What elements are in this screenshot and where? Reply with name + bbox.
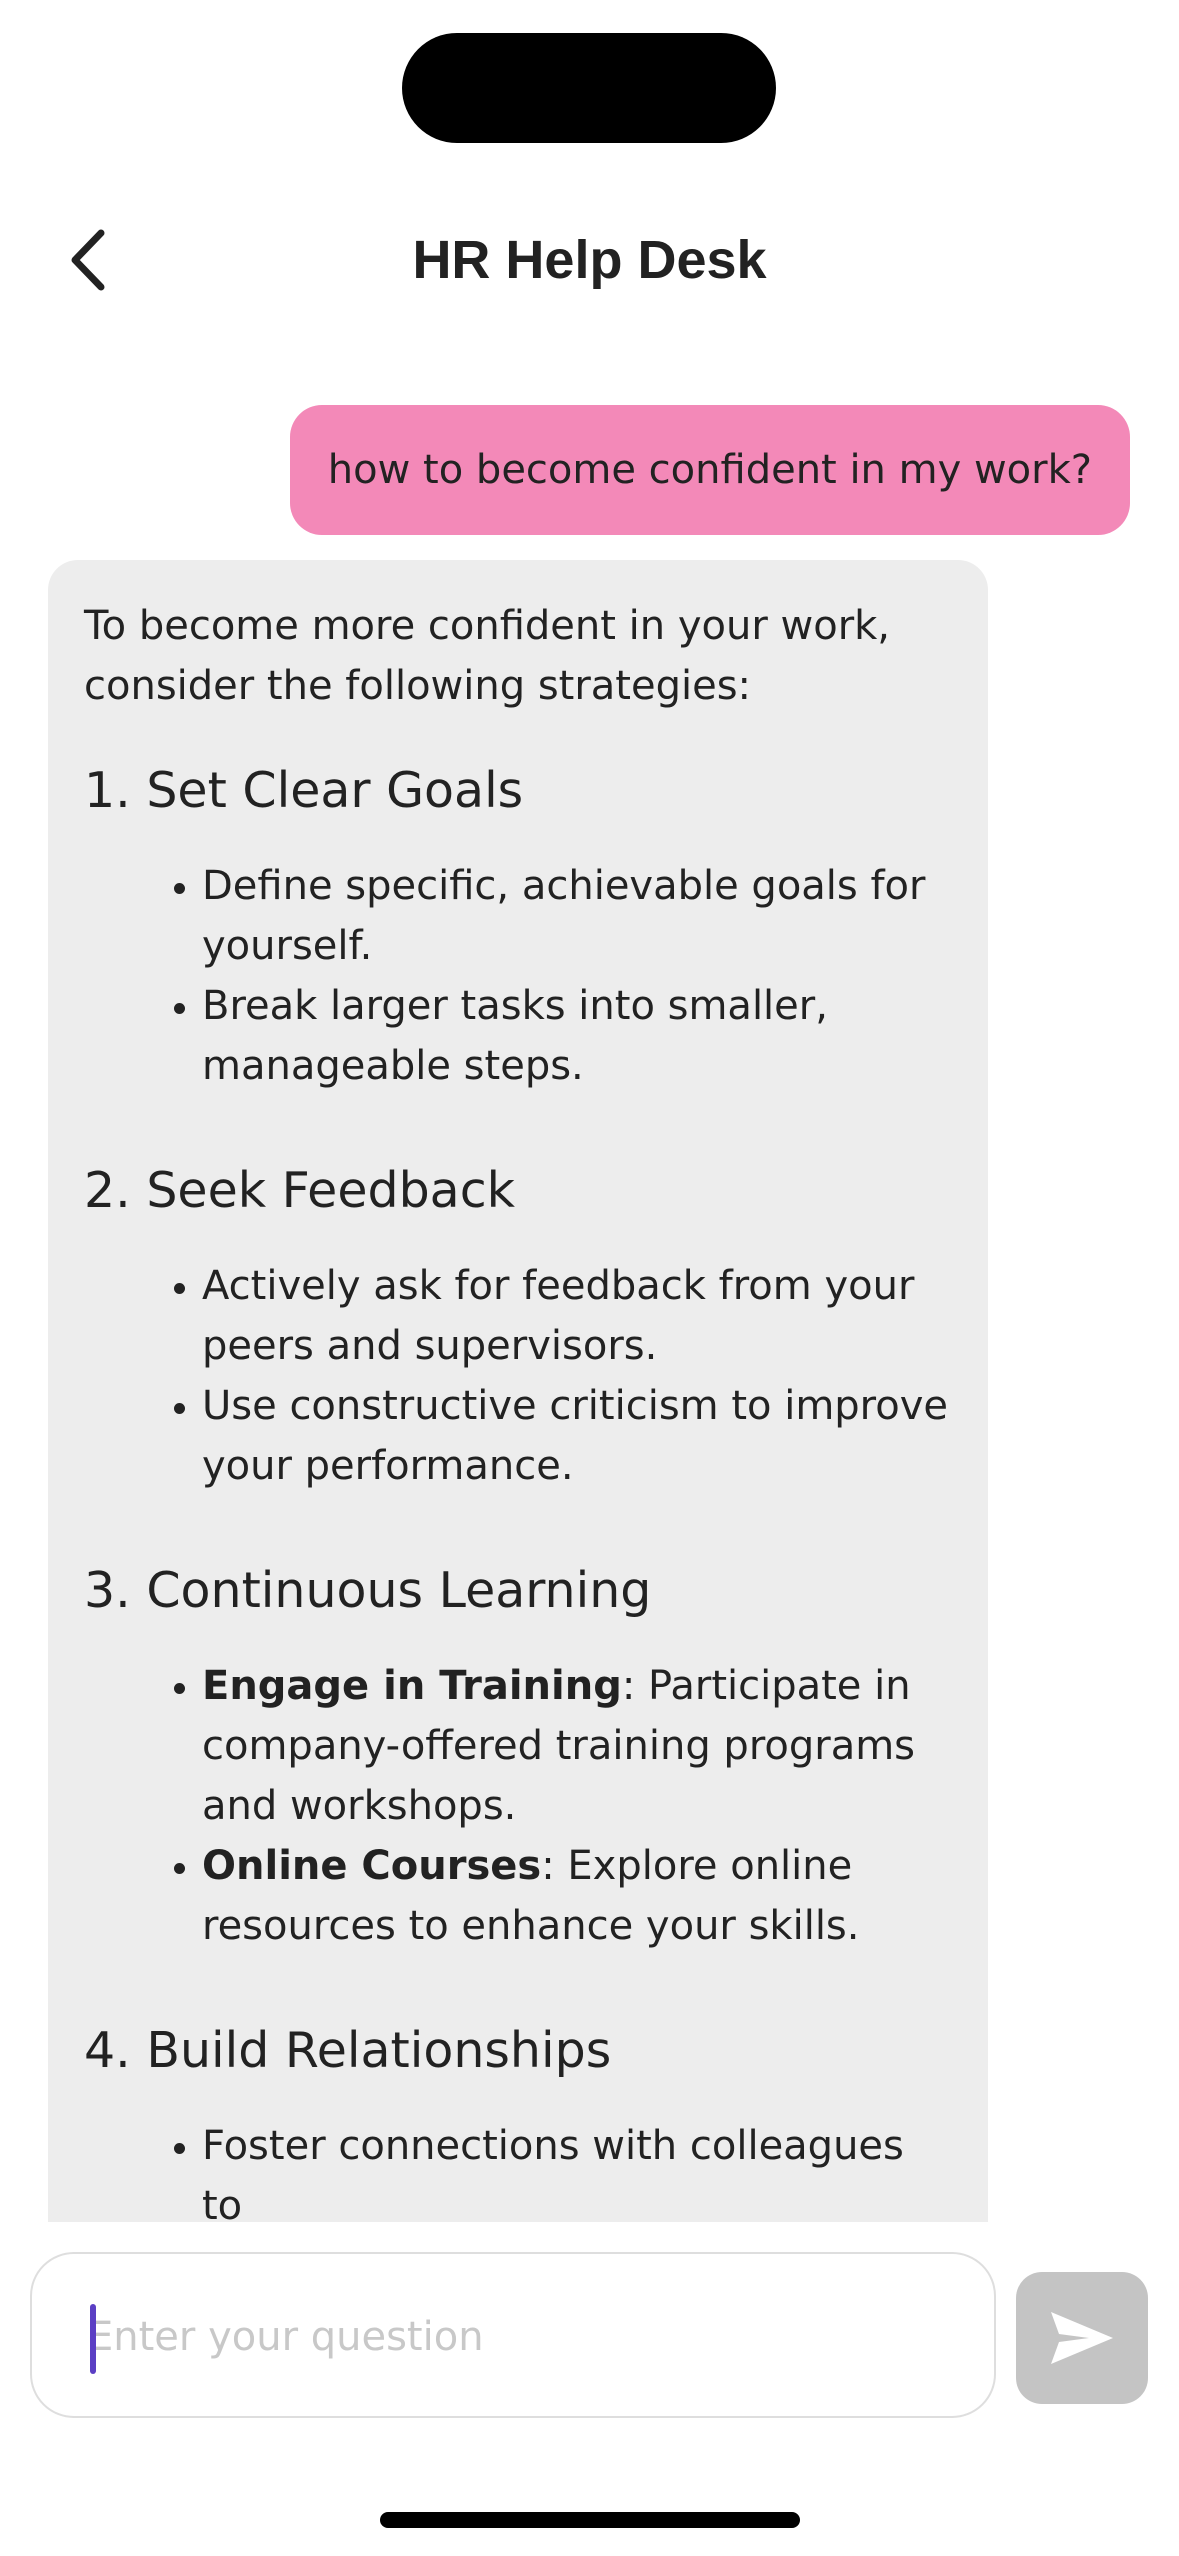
bullet-text: Use constructive criticism to improve yo… [202,1383,948,1489]
bullet-text: Actively ask for feedback from your peer… [202,1263,915,1369]
bot-intro: To become more confident in your work, c… [84,603,891,709]
back-button[interactable] [48,220,128,300]
text-caret [90,2304,96,2374]
list-item: Break larger tasks into smaller, managea… [202,976,952,1096]
send-icon [1051,2312,1113,2364]
user-message-bubble: how to become confident in my work? [289,405,1130,535]
app-header: HR Help Desk [0,200,1179,320]
bot-message-bubble: To become more confident in your work, c… [48,560,988,2222]
section-heading: 1. Set Clear Goals [84,762,524,819]
chat-area[interactable]: how to become confident in my work? To b… [0,380,1179,2222]
bullet-text: : Participate in company-offered trainin… [202,1663,916,1829]
question-input-wrapper[interactable] [30,2252,996,2418]
section-heading: 2. Seek Feedback [84,1162,516,1219]
bullet-text: : Explore online resources to enhance yo… [202,1843,860,1949]
bullet-text: Break larger tasks into smaller, managea… [202,983,828,1089]
list-item: Use constructive criticism to improve yo… [202,1376,952,1496]
list-item: Foster connections with colleagues to [202,2116,952,2222]
list-item: Actively ask for feedback from your peer… [202,1256,952,1376]
page-title: HR Help Desk [412,230,767,290]
list-item: Engage in Training: Participate in compa… [202,1656,952,1836]
bullet-text: Define specific, achievable goals for yo… [202,863,926,969]
bullet-list: Actively ask for feedback from your peer… [84,1256,952,1496]
home-indicator [380,2512,800,2528]
section-heading: 3. Continuous Learning [84,1562,652,1619]
chevron-left-icon [71,229,105,291]
dynamic-island [402,33,776,143]
message-composer [0,2222,1179,2556]
bullet-bold-label: Online Courses [202,1843,542,1889]
send-button[interactable] [1016,2272,1148,2404]
list-item: Define specific, achievable goals for yo… [202,856,952,976]
bullet-bold-label: Engage in Training [202,1663,622,1709]
bullet-list: Foster connections with colleagues to [84,2116,952,2222]
list-item: Online Courses: Explore online resources… [202,1836,952,1956]
bullet-list: Define specific, achievable goals for yo… [84,856,952,1096]
section-heading: 4. Build Relationships [84,2022,612,2079]
bullet-list: Engage in Training: Participate in compa… [84,1656,952,1956]
bullet-text: Foster connections with colleagues to [202,2123,904,2222]
question-input[interactable] [88,2294,968,2380]
